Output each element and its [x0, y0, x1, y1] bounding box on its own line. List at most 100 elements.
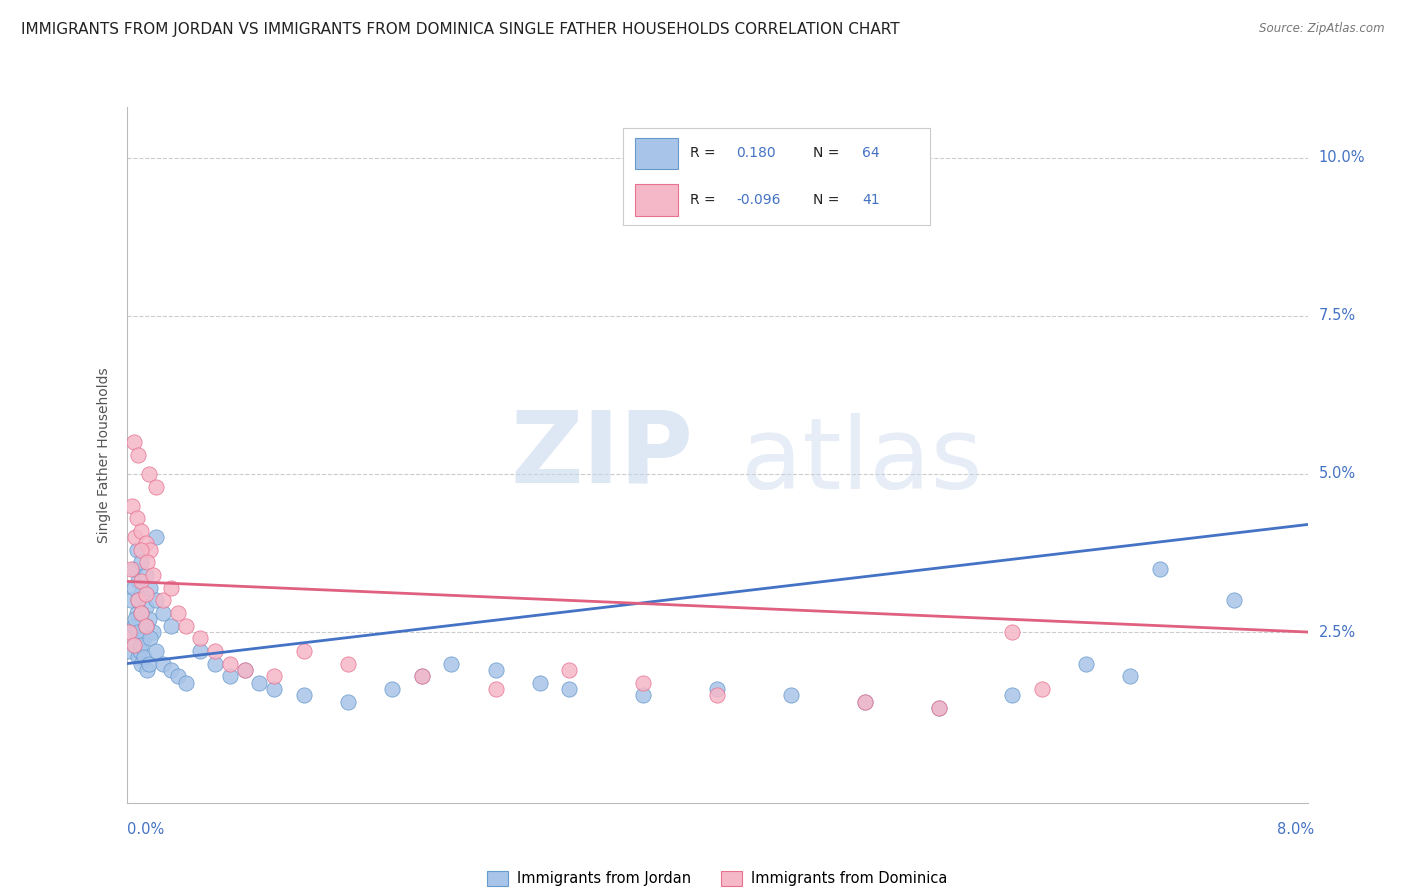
Point	[853, 695, 876, 709]
Point	[219, 657, 242, 671]
Point	[127, 625, 149, 640]
Point	[125, 542, 148, 557]
Point	[135, 599, 157, 614]
Point	[128, 644, 150, 658]
Point	[142, 568, 165, 582]
Point	[127, 593, 149, 607]
Text: IMMIGRANTS FROM JORDAN VS IMMIGRANTS FROM DOMINICA SINGLE FATHER HOUSEHOLDS CORR: IMMIGRANTS FROM JORDAN VS IMMIGRANTS FRO…	[21, 22, 900, 37]
Point	[145, 530, 167, 544]
Point	[129, 606, 153, 620]
Point	[122, 562, 145, 576]
Point	[136, 556, 159, 570]
Point	[129, 587, 153, 601]
Y-axis label: Single Father Households: Single Father Households	[97, 368, 111, 542]
Point	[247, 675, 270, 690]
Point	[337, 695, 360, 709]
Point	[129, 524, 153, 538]
Point	[706, 681, 728, 696]
Point	[145, 593, 167, 607]
Point	[292, 644, 315, 658]
Point	[127, 448, 149, 462]
Point	[263, 669, 285, 683]
Point	[145, 479, 167, 493]
Point	[440, 657, 463, 671]
Point	[558, 663, 581, 677]
Point	[152, 606, 174, 620]
Point	[127, 650, 149, 665]
Point	[139, 542, 162, 557]
Point	[135, 618, 157, 632]
Point	[1149, 562, 1171, 576]
Text: 10.0%: 10.0%	[1319, 150, 1365, 165]
Point	[160, 618, 183, 632]
Point	[1076, 657, 1098, 671]
Point	[381, 681, 404, 696]
Point	[135, 587, 157, 601]
Point	[219, 669, 242, 683]
Point	[122, 618, 145, 632]
Point	[145, 644, 167, 658]
Point	[124, 612, 146, 626]
Point	[135, 536, 157, 550]
Point	[853, 695, 876, 709]
Point	[167, 606, 190, 620]
Point	[292, 688, 315, 702]
Text: 2.5%: 2.5%	[1319, 624, 1355, 640]
Point	[118, 644, 141, 658]
Point	[122, 638, 145, 652]
Point	[411, 669, 433, 683]
Point	[120, 562, 142, 576]
Point	[174, 675, 197, 690]
Point	[136, 663, 159, 677]
Point	[779, 688, 801, 702]
Point	[125, 606, 148, 620]
Point	[1001, 625, 1024, 640]
Point	[188, 644, 211, 658]
Point	[1222, 593, 1246, 607]
Point	[188, 632, 211, 646]
Point	[204, 657, 226, 671]
Point	[152, 593, 174, 607]
Point	[139, 632, 162, 646]
Point	[167, 669, 190, 683]
Point	[529, 675, 551, 690]
Text: 0.0%: 0.0%	[127, 822, 163, 837]
Point	[142, 625, 165, 640]
Point	[134, 632, 156, 646]
Point	[174, 618, 197, 632]
Point	[139, 581, 162, 595]
Point	[138, 657, 160, 671]
Point	[134, 650, 156, 665]
Text: 5.0%: 5.0%	[1319, 467, 1355, 482]
Point	[121, 499, 143, 513]
Point	[233, 663, 256, 677]
Point	[633, 688, 655, 702]
Point	[122, 581, 145, 595]
Point	[633, 675, 655, 690]
Point	[160, 581, 183, 595]
Text: 8.0%: 8.0%	[1278, 822, 1315, 837]
Point	[204, 644, 226, 658]
Text: Source: ZipAtlas.com: Source: ZipAtlas.com	[1260, 22, 1385, 36]
Text: atlas: atlas	[741, 413, 983, 510]
Point	[127, 574, 149, 589]
Point	[118, 625, 141, 640]
Point	[122, 435, 145, 450]
Point	[1119, 669, 1142, 683]
Point	[135, 568, 157, 582]
Text: ZIP: ZIP	[510, 407, 693, 503]
Point	[411, 669, 433, 683]
Point	[928, 701, 950, 715]
Point	[706, 688, 728, 702]
Point	[138, 467, 160, 481]
Point	[484, 681, 508, 696]
Point	[928, 701, 950, 715]
Point	[124, 638, 146, 652]
Point	[1001, 688, 1024, 702]
Point	[121, 625, 143, 640]
Point	[233, 663, 256, 677]
Point	[135, 618, 157, 632]
Point	[484, 663, 508, 677]
Point	[129, 606, 153, 620]
Point	[263, 681, 285, 696]
